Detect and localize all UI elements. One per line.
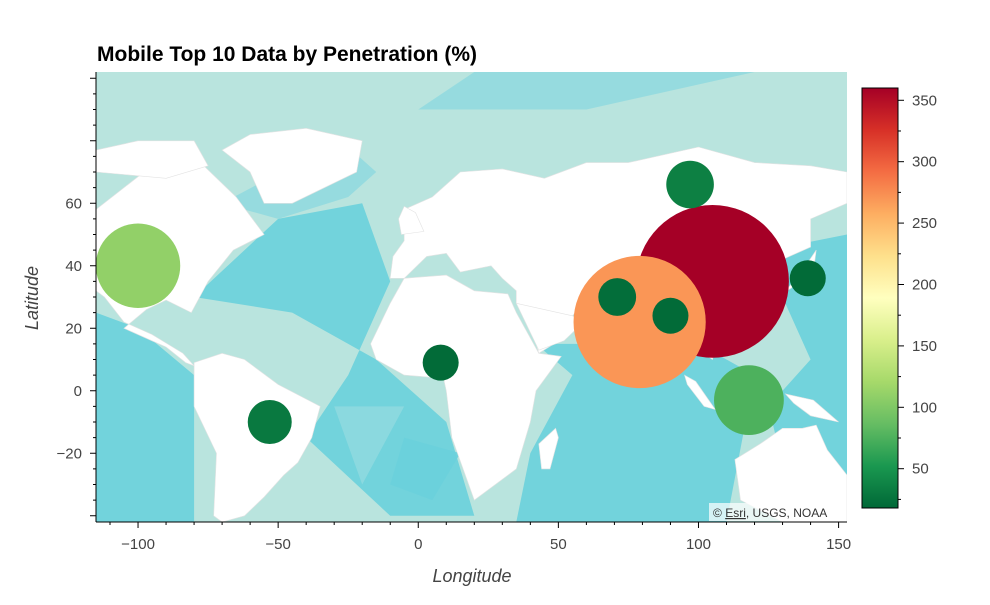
x-tick-label: 50 xyxy=(550,536,567,553)
data-point xyxy=(96,223,181,308)
land-madagascar xyxy=(538,427,559,470)
x-tick-label: 150 xyxy=(826,536,851,553)
attribution-sources: , USGS, NOAA xyxy=(746,506,827,520)
colorbar: 50 100 150 200 250 300 350 xyxy=(861,87,937,509)
data-point xyxy=(598,278,637,316)
attribution-prefix: © xyxy=(713,506,725,520)
data-point xyxy=(714,365,784,436)
data-points xyxy=(96,160,826,444)
y-axis-label: Latitude xyxy=(22,266,42,330)
y-tick-label: −20 xyxy=(57,445,82,462)
colorbar-gradient xyxy=(861,87,899,509)
deep-ocean-2 xyxy=(96,312,195,522)
x-axis-ticks: −100 −50 0 50 100 150 xyxy=(109,522,851,553)
y-axis-ticks: −20 0 20 40 60 xyxy=(57,77,96,517)
data-point xyxy=(247,400,292,444)
land-arabia xyxy=(515,302,585,351)
x-tick-label: −50 xyxy=(265,536,290,553)
land-africa xyxy=(370,274,562,501)
y-tick-label: 20 xyxy=(65,320,82,337)
x-axis-label: Longitude xyxy=(432,566,511,586)
colorbar-tick-label: 100 xyxy=(912,399,937,416)
attribution: © Esri, USGS, NOAA xyxy=(709,503,846,521)
mid-ocean-1 xyxy=(418,72,755,110)
data-point xyxy=(666,160,714,209)
colorbar-tick-label: 250 xyxy=(912,215,937,232)
land-uk xyxy=(398,205,425,235)
data-point xyxy=(652,297,689,334)
land-new-guinea xyxy=(784,393,839,423)
y-tick-label: 60 xyxy=(65,195,82,212)
land-north-america xyxy=(96,156,265,367)
land-sumatra xyxy=(684,374,717,411)
mid-ocean-2 xyxy=(334,406,405,485)
x-tick-label: −100 xyxy=(121,536,155,553)
y-tick-label: 0 xyxy=(74,383,82,400)
land-greenland xyxy=(221,127,363,204)
y-tick-label: 40 xyxy=(65,258,82,275)
x-tick-label: 100 xyxy=(686,536,711,553)
attribution-text: © Esri, USGS, NOAA xyxy=(713,506,827,520)
data-point xyxy=(422,344,459,381)
colorbar-ticks: 50 100 150 200 250 300 350 xyxy=(898,92,937,500)
colorbar-tick-label: 50 xyxy=(912,461,929,478)
colorbar-tick-label: 300 xyxy=(912,154,937,171)
colorbar-tick-label: 150 xyxy=(912,338,937,355)
deep-ocean-4 xyxy=(390,437,461,501)
colorbar-tick-label: 350 xyxy=(912,92,937,109)
data-point xyxy=(789,260,826,297)
chart-title: Mobile Top 10 Data by Penetration (%) xyxy=(97,43,477,66)
colorbar-tick-label: 200 xyxy=(912,276,937,293)
x-tick-label: 0 xyxy=(414,536,422,553)
land-arctic-islands xyxy=(96,140,209,179)
attribution-background xyxy=(709,503,846,521)
attribution-link[interactable]: Esri xyxy=(725,506,746,520)
